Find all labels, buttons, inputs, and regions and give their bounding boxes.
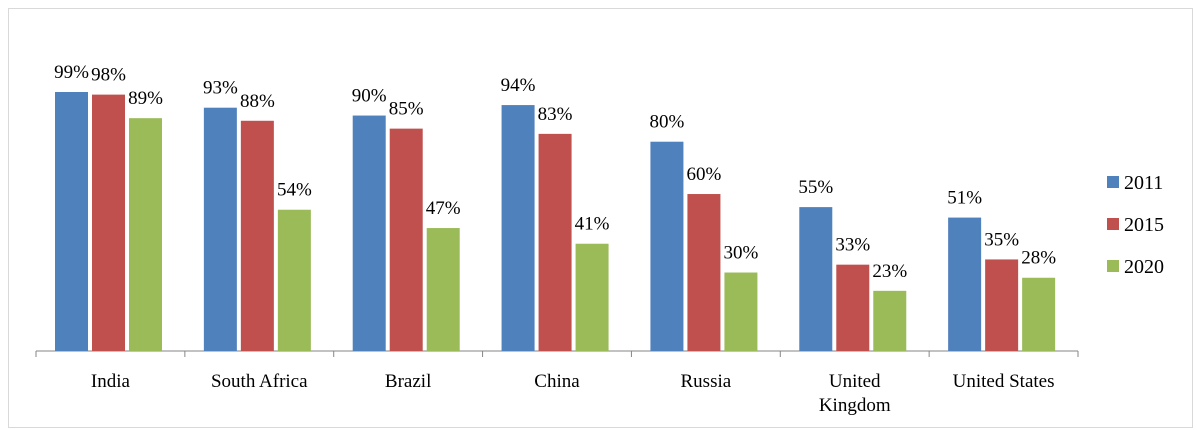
data-label-india-2011: 99% (54, 62, 89, 83)
bar-united-kingdom-2015 (836, 264, 870, 351)
x-tick-label-india: India (91, 371, 131, 392)
data-label-china-2020: 41% (575, 214, 610, 235)
x-tick-label-brazil: Brazil (385, 371, 431, 392)
bar-brazil-2020 (426, 228, 460, 351)
bar-china-2011 (501, 105, 535, 351)
bar-south-africa-2015 (240, 120, 274, 352)
legend-swatch-2015 (1107, 218, 1119, 230)
bar-united-states-2015 (985, 259, 1019, 351)
bar-brazil-2011 (352, 115, 386, 351)
data-label-russia-2011: 80% (650, 112, 685, 133)
bar-china-2020 (575, 243, 609, 351)
data-label-china-2011: 94% (501, 75, 536, 96)
bar-russia-2015 (687, 194, 721, 351)
legend-label-2015: 2015 (1124, 214, 1164, 236)
bar-india-2011 (55, 92, 88, 351)
data-label-united-kingdom-2011: 55% (798, 177, 833, 198)
bar-china-2015 (538, 133, 572, 351)
bar-brazil-2015 (389, 128, 423, 351)
legend-swatch-2020 (1107, 260, 1119, 272)
x-tick-label-russia: Russia (681, 371, 732, 392)
legend-swatch-2011 (1107, 176, 1119, 188)
data-label-south-africa-2011: 93% (203, 78, 238, 99)
x-tick-label-south-africa: South Africa (211, 371, 308, 392)
data-label-united-states-2011: 51% (947, 188, 982, 209)
data-label-united-kingdom-2015: 33% (835, 235, 870, 256)
data-label-russia-2015: 60% (687, 164, 722, 185)
bar-united-kingdom-2011 (799, 207, 833, 351)
bar-russia-2020 (724, 272, 758, 351)
bar-russia-2011 (650, 141, 684, 351)
data-label-brazil-2015: 85% (389, 99, 424, 120)
data-label-brazil-2011: 90% (352, 86, 387, 107)
bar-south-africa-2011 (203, 107, 237, 352)
bar-india-2015 (92, 94, 125, 352)
data-label-india-2020: 89% (128, 88, 163, 109)
data-label-india-2015: 98% (91, 65, 126, 86)
legend-label-2020: 2020 (1124, 256, 1164, 278)
data-label-russia-2020: 30% (724, 243, 759, 264)
bar-united-states-2020 (1022, 277, 1056, 351)
data-label-brazil-2020: 47% (426, 198, 461, 219)
data-label-south-africa-2020: 54% (277, 180, 312, 201)
data-label-china-2015: 83% (538, 104, 573, 125)
data-label-south-africa-2015: 88% (240, 91, 275, 112)
x-tick-label-united-kingdom: United Kingdom (819, 371, 891, 416)
bar-south-africa-2020 (277, 209, 311, 351)
bar-united-kingdom-2020 (873, 290, 907, 351)
data-label-united-states-2020: 28% (1021, 248, 1056, 269)
data-label-united-states-2015: 35% (984, 229, 1019, 250)
legend-label-2011: 2011 (1124, 172, 1163, 194)
bar-india-2020 (129, 118, 162, 351)
data-label-united-kingdom-2020: 23% (872, 261, 907, 282)
bar-united-states-2011 (948, 217, 982, 351)
x-tick-label-united-states: United States (953, 371, 1055, 392)
x-tick-label-china: China (534, 371, 580, 392)
